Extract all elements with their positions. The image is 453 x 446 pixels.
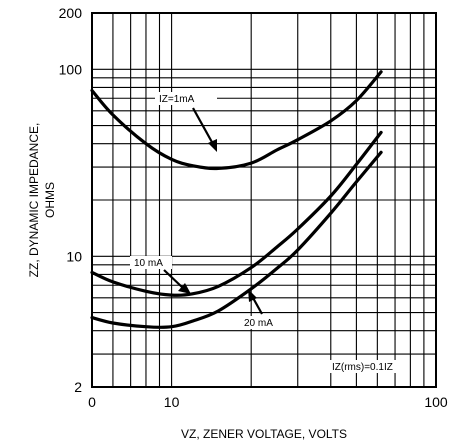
y-axis-label-line1: ZZ, DYNAMIC IMPEDANCE, [27, 123, 41, 278]
x-tick-label: 100 [424, 394, 448, 410]
arrowhead-20ma [248, 289, 257, 302]
series-line-2 [90, 150, 383, 329]
series-group [90, 70, 383, 329]
tick-labels: 0 10 100 2 10 100 200 [59, 5, 448, 410]
x-axis-label: VZ, ZENER VOLTAGE, VOLTS [181, 427, 347, 441]
y-tick-label: 10 [66, 248, 82, 264]
arrow-10ma [163, 269, 184, 289]
annotation-20ma-bg [240, 316, 282, 329]
series-line-0 [90, 70, 383, 171]
y-tick-label: 2 [74, 379, 82, 395]
annotation-20ma: 20 mA [244, 318, 273, 329]
arrowhead-1ma [208, 139, 217, 152]
annotation-rms: IZ(rms)=0.1IZ [332, 362, 393, 373]
y-axis-label-line2: OHMS [43, 182, 57, 218]
annotation-1ma-bg [155, 92, 217, 105]
x-tick-label: 0 [88, 394, 96, 410]
y-tick-label: 200 [59, 5, 83, 21]
arrowhead-10ma [178, 283, 191, 294]
series-line-1 [90, 130, 383, 297]
annotation-10ma-bg [130, 256, 172, 269]
y-tick-label: 100 [59, 61, 83, 77]
grid [92, 13, 436, 387]
annotation-rms-bg [328, 360, 406, 373]
arrow-1ma [192, 107, 214, 145]
plot-frame [91, 12, 437, 388]
x-tick-label: 10 [164, 394, 180, 410]
annotation-10ma: 10 mA [134, 258, 163, 269]
annotation-1ma: IZ=1mA [159, 94, 195, 105]
